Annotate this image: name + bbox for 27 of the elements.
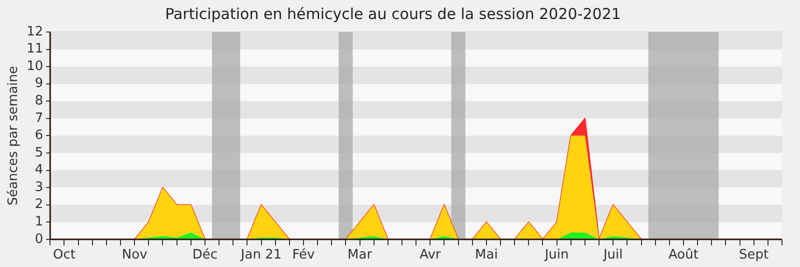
x-tick-label: Déc bbox=[192, 248, 218, 263]
y-tick-label: 11 bbox=[26, 42, 44, 57]
y-tick-label: 7 bbox=[34, 110, 44, 126]
x-tick-label: Sept bbox=[739, 248, 769, 263]
x-tick-label: Mar bbox=[348, 248, 373, 263]
y-tick-label: 9 bbox=[34, 76, 44, 92]
x-tick-label: Juil bbox=[602, 248, 623, 263]
y-tick-label: 2 bbox=[34, 197, 44, 212]
y-tick-label: 12 bbox=[26, 24, 44, 40]
x-tick-label: Juin bbox=[544, 248, 569, 263]
x-tick-label: Fév bbox=[292, 248, 316, 263]
y-tick-label: 10 bbox=[26, 58, 44, 74]
chart-title: Participation en hémicycle au cours de la session 2020-2021 bbox=[165, 4, 621, 23]
x-tick-label: Oct bbox=[52, 248, 76, 263]
y-axis-title: Séances par semaine bbox=[6, 66, 22, 206]
y-tick-label: 6 bbox=[34, 128, 44, 144]
y-tick-label: 4 bbox=[34, 162, 44, 178]
x-tick-label: Jan 21 bbox=[240, 248, 282, 263]
y-tick-label: 1 bbox=[34, 214, 44, 230]
y-tick-label: 0 bbox=[34, 232, 44, 247]
y-tick-label: 3 bbox=[34, 180, 44, 195]
x-tick-label: Mai bbox=[475, 248, 498, 263]
x-tick-label: Août bbox=[668, 248, 698, 263]
x-tick-label: Nov bbox=[122, 248, 148, 263]
y-tick-label: 5 bbox=[34, 145, 44, 160]
y-tick-label: 8 bbox=[34, 94, 44, 109]
x-tick-label: Avr bbox=[420, 248, 442, 263]
